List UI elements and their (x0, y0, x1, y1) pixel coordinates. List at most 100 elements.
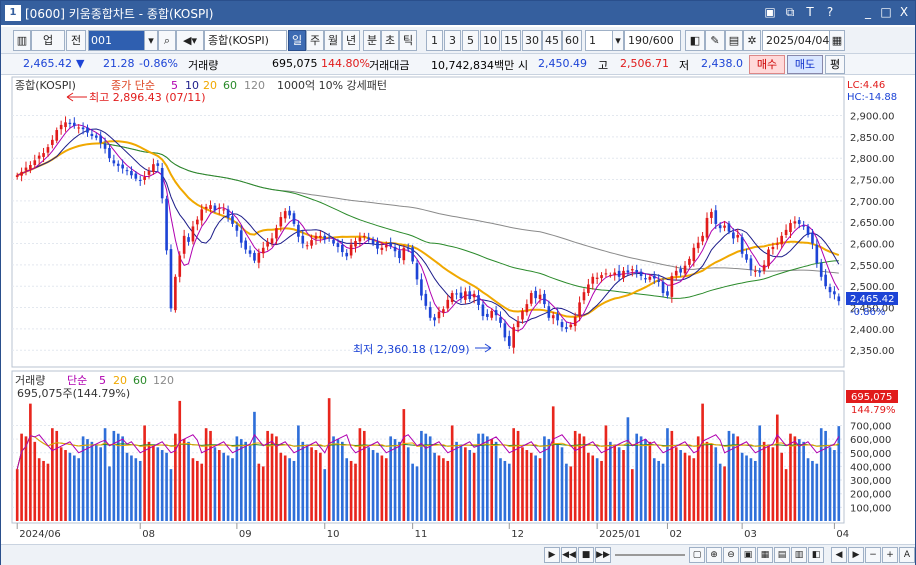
scroll-left-icon[interactable]: ◀ (831, 547, 847, 563)
count-field[interactable]: 190/600 (624, 30, 681, 51)
period-month[interactable]: 월 (324, 30, 342, 51)
volume-bar (90, 441, 94, 521)
minus-icon[interactable]: − (865, 547, 881, 563)
minute-60[interactable]: 60 (562, 30, 582, 51)
menu-icon[interactable]: ▥ (13, 30, 31, 51)
eval-button[interactable]: 평 (825, 55, 845, 74)
minute-15[interactable]: 15 (501, 30, 521, 51)
settings-icon[interactable]: ✲ (743, 30, 761, 51)
help-icon[interactable]: ? (826, 5, 834, 19)
layout-a-icon[interactable]: ▣ (740, 547, 756, 563)
volume-bar (789, 433, 792, 521)
down-arrow-icon: ▼ (76, 57, 85, 70)
code-dropdown-icon[interactable]: ▾ (144, 30, 158, 51)
minute-1[interactable]: 1 (426, 30, 443, 51)
volume-bar (688, 455, 691, 521)
layout-icon[interactable]: ▣ (764, 5, 776, 19)
high-arrow-icon (66, 92, 87, 102)
draw-icon[interactable]: ✎ (705, 30, 725, 51)
minimize-icon[interactable]: _ (865, 5, 871, 19)
candle-body (402, 247, 406, 261)
ma10-legend: 10 (185, 79, 199, 92)
candle-body (740, 237, 744, 254)
volume-bar (371, 450, 375, 521)
candle-body (165, 198, 168, 251)
zoom-slider[interactable] (615, 554, 685, 556)
sound-icon[interactable]: ◀▾ (176, 30, 204, 51)
minute-10[interactable]: 10 (480, 30, 500, 51)
minute-45[interactable]: 45 (542, 30, 562, 51)
candle-body (543, 293, 546, 305)
chart-area[interactable]: 2,350.00 2,400.00 2,450.00 2,500.00 2,550.00… (1, 75, 915, 543)
period-second[interactable]: 초 (381, 30, 399, 51)
type-select[interactable]: 업 (31, 30, 65, 51)
volume-bar (213, 447, 217, 521)
candle-body (745, 254, 748, 260)
candle-body (507, 336, 511, 346)
zoom-in-icon[interactable]: ⊕ (706, 547, 722, 563)
rewind-icon[interactable]: ◀◀ (561, 547, 577, 563)
candle-body (595, 277, 599, 279)
candle-body (336, 243, 340, 247)
candle-body (442, 309, 445, 313)
period-day[interactable]: 일 (288, 30, 306, 51)
close-icon[interactable]: X (899, 5, 909, 19)
fullscreen-icon[interactable]: A (899, 547, 915, 563)
minute-3[interactable]: 3 (444, 30, 461, 51)
candle-body (578, 302, 581, 317)
period-year[interactable]: 년 (342, 30, 360, 51)
save-icon[interactable]: ▤ (725, 30, 743, 51)
minute-30[interactable]: 30 (522, 30, 542, 51)
candle-body (55, 130, 59, 141)
font-icon[interactable]: T (806, 5, 814, 19)
code-input[interactable]: 001 (88, 30, 147, 51)
layout-c-icon[interactable]: ▤ (774, 547, 790, 563)
scroll-right-icon[interactable]: ▶ (544, 547, 560, 563)
volume-bar (81, 436, 85, 521)
volume-bar (68, 452, 72, 521)
period-week[interactable]: 주 (306, 30, 324, 51)
volume-bar (587, 452, 590, 521)
volume-bar (714, 447, 718, 521)
calendar-icon[interactable]: ▦ (829, 30, 845, 51)
forward-icon[interactable]: ▶▶ (595, 547, 611, 563)
volume-bar (77, 458, 81, 521)
candle-body (437, 311, 441, 319)
plus-icon[interactable]: + (882, 547, 898, 563)
volume-bar (305, 444, 309, 521)
period-select[interactable]: 전 (66, 30, 86, 51)
layout-d-icon[interactable]: ▥ (791, 547, 807, 563)
volume-bar (349, 460, 353, 521)
zoom-box-icon[interactable]: ▢ (689, 547, 705, 563)
zoom-out-icon[interactable]: ⊖ (723, 547, 739, 563)
candle-body (573, 316, 577, 326)
ma60-legend: 60 (223, 79, 237, 92)
volume-bar (833, 450, 836, 521)
candle-body (819, 262, 823, 277)
search-icon[interactable]: ⌕ (158, 30, 176, 51)
scroll-next-icon[interactable]: ▶ (848, 547, 864, 563)
layout-b-icon[interactable]: ▦ (757, 547, 773, 563)
copy-icon[interactable]: ⧉ (785, 5, 795, 19)
volume-bar (112, 430, 116, 521)
period-tick[interactable]: 틱 (399, 30, 417, 51)
candle-body (468, 291, 472, 299)
volume-bar (362, 430, 366, 521)
period-minute[interactable]: 분 (363, 30, 381, 51)
name-field[interactable]: 종합(KOSPI) (204, 30, 287, 51)
candle-body (160, 168, 164, 199)
buy-button[interactable]: 매수 (749, 55, 785, 74)
volume-bar (824, 430, 827, 521)
minute-5[interactable]: 5 (462, 30, 479, 51)
candle-body (108, 147, 111, 159)
stop-icon[interactable]: ■ (578, 547, 594, 563)
maximize-icon[interactable]: □ (880, 5, 892, 19)
volume-bar (609, 441, 612, 521)
volume-bar (20, 433, 23, 521)
interval-dropdown-icon[interactable]: ▾ (612, 30, 624, 51)
zoom-icon[interactable]: ◧ (685, 30, 705, 51)
layout-e-icon[interactable]: ◧ (808, 547, 824, 563)
volume-bar (437, 455, 441, 521)
sell-button[interactable]: 매도 (787, 55, 823, 74)
date-input[interactable]: 2025/04/04 (762, 30, 831, 51)
